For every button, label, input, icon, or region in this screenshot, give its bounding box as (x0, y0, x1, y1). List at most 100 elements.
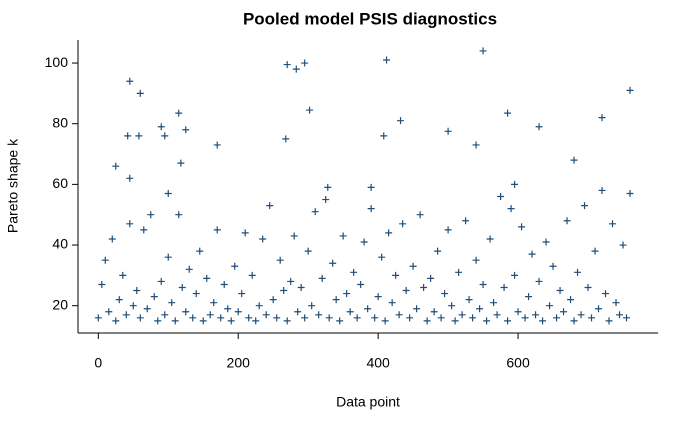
point (598, 114, 606, 122)
point (532, 311, 540, 319)
point (497, 193, 505, 201)
point (577, 311, 585, 319)
point (213, 226, 221, 234)
point (472, 141, 480, 149)
point (343, 290, 351, 298)
point (292, 65, 300, 73)
point (178, 284, 186, 292)
point (94, 314, 102, 322)
point (383, 56, 391, 64)
point (192, 290, 200, 298)
y-tick-label: 60 (52, 175, 68, 191)
point (549, 262, 557, 270)
point (350, 268, 358, 276)
point (101, 256, 109, 264)
point (479, 47, 487, 55)
point (164, 189, 172, 197)
point (301, 314, 309, 322)
point (427, 274, 435, 282)
point (581, 202, 589, 210)
point (133, 287, 141, 295)
x-axis-label: Data point (336, 394, 400, 410)
point (287, 277, 295, 285)
point (353, 314, 361, 322)
point (598, 186, 606, 194)
point (528, 250, 536, 258)
point (252, 317, 260, 325)
point (105, 308, 113, 316)
point (458, 311, 466, 319)
point (308, 302, 316, 310)
point (535, 277, 543, 285)
point (462, 217, 470, 225)
point (504, 109, 512, 117)
point (217, 314, 225, 322)
point (112, 317, 120, 325)
point (157, 123, 165, 131)
point (248, 271, 256, 279)
point (206, 311, 214, 319)
point (185, 265, 193, 273)
point (273, 314, 281, 322)
point (525, 293, 533, 301)
point (329, 259, 337, 267)
x-tick-label: 600 (506, 355, 530, 371)
point (346, 308, 354, 316)
point (220, 280, 228, 288)
point (584, 284, 592, 292)
point (175, 211, 183, 219)
point (397, 117, 405, 125)
point (612, 299, 620, 307)
point (623, 314, 631, 322)
point (521, 314, 529, 322)
point (282, 135, 290, 143)
point (444, 127, 452, 135)
point (126, 220, 134, 228)
point (231, 262, 239, 270)
point (224, 305, 232, 313)
point (301, 59, 309, 67)
point (161, 132, 169, 140)
point (535, 123, 543, 131)
point (136, 89, 144, 97)
point (332, 296, 340, 304)
point (318, 274, 326, 282)
point (367, 183, 375, 191)
point (392, 271, 400, 279)
point (129, 302, 137, 310)
point (357, 280, 365, 288)
point (245, 314, 253, 322)
point (210, 299, 218, 307)
point (472, 256, 480, 264)
point (514, 308, 522, 316)
y-tick-label: 20 (52, 296, 68, 312)
point (406, 314, 414, 322)
point (290, 232, 298, 240)
point (465, 296, 473, 304)
point (399, 220, 407, 228)
point (336, 317, 344, 325)
point (259, 235, 267, 243)
point (371, 314, 379, 322)
point (591, 247, 599, 255)
point (448, 302, 456, 310)
point (409, 262, 417, 270)
point (626, 86, 634, 94)
point (570, 317, 578, 325)
point (413, 305, 421, 313)
point (322, 196, 330, 204)
point (469, 314, 477, 322)
point (556, 287, 564, 295)
point (241, 229, 249, 237)
point (511, 271, 519, 279)
y-tick-label: 80 (52, 114, 68, 130)
point (395, 311, 403, 319)
point (266, 202, 274, 210)
point (374, 293, 382, 301)
point (283, 317, 291, 325)
x-tick-label: 200 (227, 355, 251, 371)
point (283, 61, 291, 69)
point (563, 217, 571, 225)
point (360, 238, 368, 246)
chart-title: Pooled model PSIS diagnostics (243, 9, 497, 28)
